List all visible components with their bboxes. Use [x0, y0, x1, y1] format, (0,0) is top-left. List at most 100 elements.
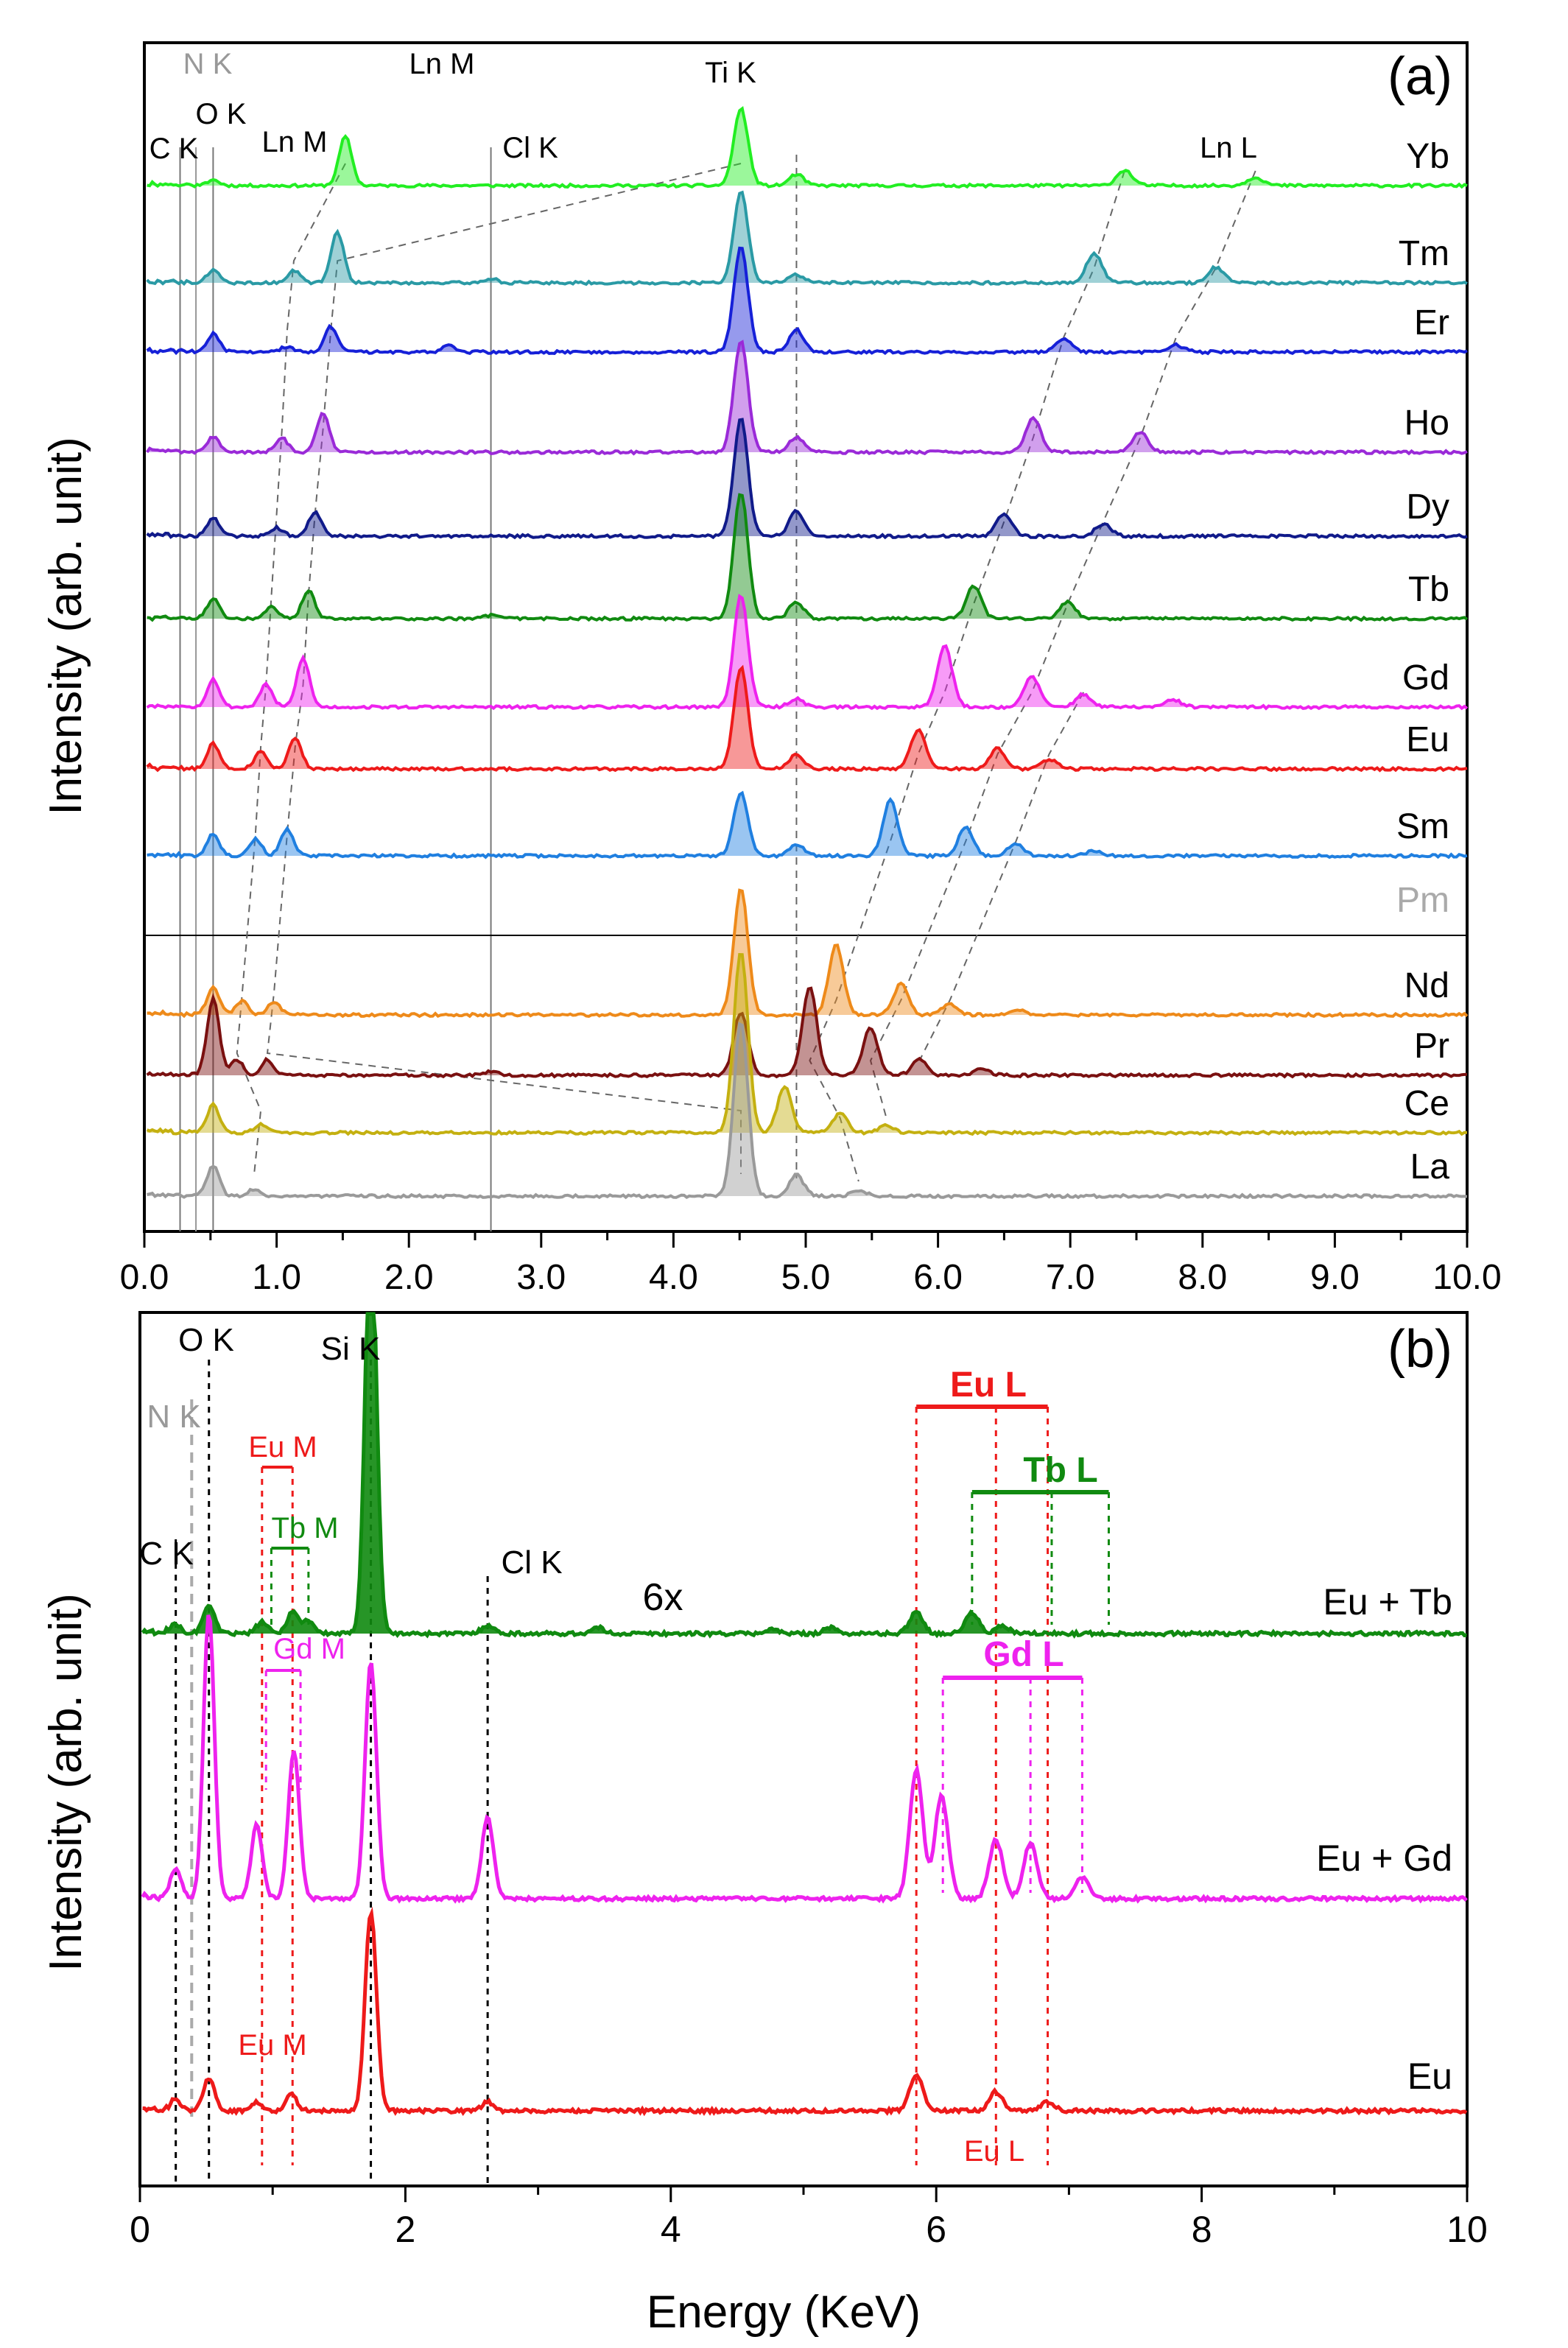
peak-label: O K — [196, 98, 247, 130]
panel-a-id: (a) — [1388, 47, 1452, 106]
line-group-label: Eu M — [248, 1431, 317, 1463]
line-group-label: Tb L — [1023, 1451, 1097, 1490]
spectrum-la: La — [147, 1022, 1468, 1200]
spectrum-line-la — [147, 1022, 1468, 1200]
peak-label: Cl K — [501, 1544, 562, 1581]
ln-l-trend-line — [809, 170, 1125, 1182]
series-label-er: Er — [1414, 303, 1449, 342]
series-label-pm: Pm — [1396, 881, 1449, 920]
spectrum-line-dy — [146, 418, 1468, 540]
x-tick-label: 0 — [130, 2209, 150, 2250]
series-label-eu: Eu — [1406, 720, 1449, 759]
panel-a-y-axis-label: Intensity (arb. unit) — [41, 437, 91, 815]
spectrum-pm: Pm — [1396, 881, 1449, 920]
spectrum-fill-pr — [147, 988, 1467, 1077]
spectrum-line-er — [146, 246, 1468, 356]
line-group-label: Gd L — [983, 1635, 1064, 1674]
peak-label: Ti K — [705, 57, 756, 89]
x-tick-label: 8 — [1192, 2209, 1212, 2250]
line-group-eu-m: Eu M — [248, 1431, 317, 2165]
spectrum-yb: Yb — [147, 106, 1468, 189]
peak-label: Cl K — [502, 132, 558, 164]
spectrum-line-yb — [147, 106, 1468, 189]
peak-label: C K — [139, 1536, 193, 1572]
spectrum-line-eu — [146, 664, 1468, 773]
spectrum-fill-dy — [147, 419, 1467, 538]
line-group-tb-l: Tb L — [971, 1451, 1110, 1625]
spectrum-tb: Tb — [147, 493, 1469, 622]
spectrum-er: Er — [146, 246, 1468, 356]
ln-m-trend-line — [266, 163, 742, 1174]
panel-b-frame — [138, 1311, 1469, 2187]
spectrum-fill-ho — [147, 342, 1467, 454]
series-label-yb: Yb — [1406, 137, 1449, 176]
spectrum-line-nd — [147, 888, 1469, 1019]
spectrum-line-sm — [147, 790, 1468, 860]
spectrum-fill-yb — [147, 108, 1467, 187]
line-group-label: Eu L — [950, 1365, 1027, 1405]
ln-m-trend-line — [236, 163, 346, 1175]
spectrum-line-tb — [147, 493, 1469, 622]
spectrum-line-ce — [146, 953, 1468, 1136]
ln-l-trend-line — [869, 170, 1256, 1119]
x-tick-label: 6.0 — [913, 1258, 963, 1297]
spectrum-eu: Eu — [142, 1906, 1468, 2117]
spectrum-dy: Dy — [146, 418, 1468, 540]
secondary-peak-label: Eu M — [238, 2029, 306, 2061]
spectrum-fill-tm — [147, 192, 1467, 284]
x-tick-label: 3.0 — [516, 1258, 566, 1297]
peak-label: C K — [150, 133, 199, 165]
x-tick-label: 10.0 — [1432, 1258, 1501, 1297]
panel-b-6x-annotation: 6x — [643, 1576, 683, 1619]
spectrum-eu: Eu — [146, 664, 1468, 773]
panel-b: Eu M Tb M Gd M Eu L Tb L Gd L Eu + Tb Eu + Gd Eu… — [130, 1311, 1488, 2250]
spectrum-pr: Pr — [146, 986, 1468, 1079]
series-label: Eu + Tb — [1323, 1581, 1452, 1623]
series-label-dy: Dy — [1406, 488, 1449, 527]
peak-label: Ln M — [262, 126, 328, 158]
peak-label: O K — [178, 1322, 234, 1358]
spectrum-eu-gd: Eu + Gd — [141, 1614, 1468, 1904]
line-group-eu-l: Eu L — [915, 1365, 1050, 2165]
peak-label: Ln L — [1200, 132, 1257, 164]
x-tick-label: 5.0 — [781, 1258, 831, 1297]
spectrum-line — [141, 1614, 1468, 1904]
x-tick-label: 10 — [1446, 2209, 1488, 2250]
spectrum-ho: Ho — [145, 340, 1468, 456]
series-label-sm: Sm — [1396, 807, 1449, 846]
line-group-label: Tb M — [271, 1512, 338, 1544]
spectrum-tm: Tm — [146, 190, 1468, 287]
x-axis-label: Energy (KeV) — [647, 2287, 921, 2338]
x-tick-label: 0.0 — [120, 1258, 169, 1297]
line-group-gd-l: Gd L — [941, 1635, 1083, 1893]
spectrum-line-tm — [146, 190, 1468, 287]
series-label: Eu — [1407, 2056, 1452, 2097]
x-tick-label: 6 — [926, 2209, 946, 2250]
panel-b-y-axis-label: Intensity (arb. unit) — [41, 1593, 91, 1971]
spectrum-fill-tb — [147, 494, 1467, 620]
ln-l-trend-line — [918, 692, 1085, 1061]
x-tick-label: 4 — [661, 2209, 681, 2250]
peak-label: N K — [147, 1399, 200, 1435]
x-tick-label: 9.0 — [1310, 1258, 1360, 1297]
spectrum-eu-tb: Eu + Tb — [141, 1312, 1468, 1639]
spectrum-line — [142, 1906, 1468, 2117]
series-label: Eu + Gd — [1316, 1838, 1452, 1879]
x-tick-label: 8.0 — [1178, 1258, 1227, 1297]
peak-label: N K — [183, 48, 233, 80]
series-label-la: La — [1410, 1147, 1450, 1187]
peak-label: Ln M — [409, 48, 475, 80]
series-label-ce: Ce — [1404, 1084, 1449, 1123]
spectrum-ce: Ce — [146, 953, 1468, 1136]
spectrum-sm: Sm — [147, 790, 1468, 860]
secondary-peak-label: Eu L — [964, 2135, 1024, 2168]
series-label-ho: Ho — [1404, 404, 1449, 443]
spectrum-fill-sm — [147, 792, 1467, 857]
line-group-label: Gd M — [273, 1633, 345, 1665]
spectrum-gd: Gd — [146, 594, 1469, 711]
spectrum-nd: Nd — [147, 888, 1469, 1019]
spectrum-line — [141, 1312, 1467, 1639]
peak-label: Si K — [321, 1331, 381, 1367]
series-label-pr: Pr — [1414, 1027, 1449, 1066]
